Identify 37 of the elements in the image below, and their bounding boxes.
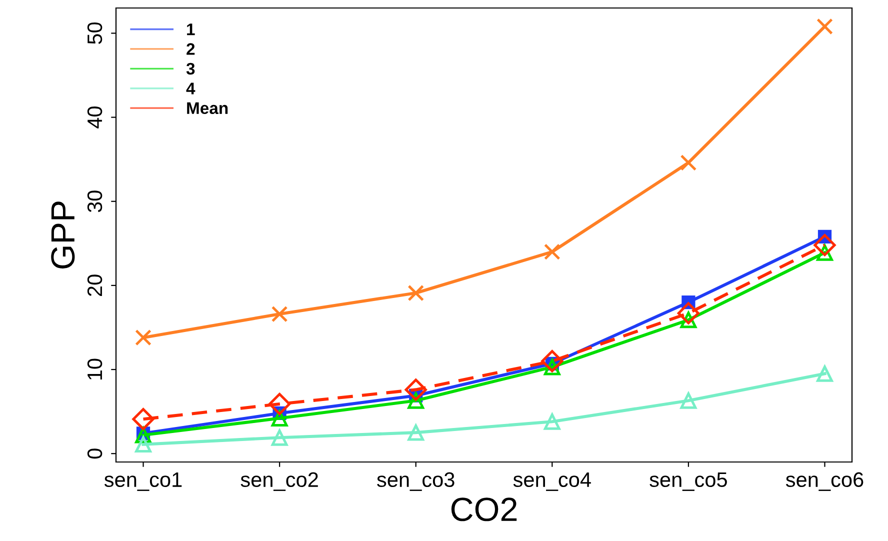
point xyxy=(135,329,152,346)
y-tick-label: 10 xyxy=(87,358,102,380)
x-tick-label: sen_co1 xyxy=(104,472,182,491)
x-tick-label: sen_co5 xyxy=(650,472,727,491)
y-tick-label: 0 xyxy=(87,448,102,459)
y-tick-label: 50 xyxy=(87,22,102,44)
point xyxy=(680,392,697,409)
legend-label: Mean xyxy=(187,102,228,114)
legend-label: 1 xyxy=(187,24,195,36)
legend-label: 3 xyxy=(186,62,195,75)
y-axis-title: GPP xyxy=(51,202,75,269)
x-tick-label: sen_co2 xyxy=(240,472,318,491)
point xyxy=(814,234,836,256)
point xyxy=(268,392,291,416)
y-tick-label: 30 xyxy=(87,190,102,212)
point xyxy=(816,366,833,382)
x-axis-title: CO2 xyxy=(451,498,517,522)
x-tick-label: sen_co4 xyxy=(513,472,591,491)
point xyxy=(816,18,833,35)
legend-label: 2 xyxy=(186,43,195,55)
point xyxy=(677,302,700,324)
point xyxy=(271,429,288,446)
point xyxy=(408,424,424,441)
point xyxy=(135,436,152,453)
point xyxy=(271,306,288,322)
legend-label: 4 xyxy=(186,82,196,94)
y-tick-label: 40 xyxy=(87,106,102,128)
point xyxy=(544,413,560,430)
point xyxy=(408,284,424,302)
point xyxy=(132,408,154,430)
x-tick-label: sen_co6 xyxy=(786,472,864,491)
point xyxy=(541,350,564,372)
point xyxy=(544,244,560,260)
y-tick-label: 20 xyxy=(87,274,102,296)
x-tick-label: sen_co3 xyxy=(377,472,454,491)
point xyxy=(404,378,427,401)
point xyxy=(680,154,697,171)
